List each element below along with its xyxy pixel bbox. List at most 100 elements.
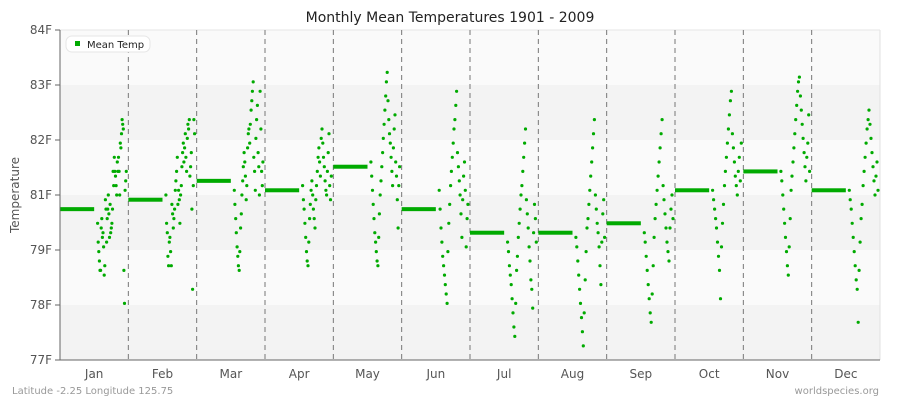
data-point <box>510 297 514 301</box>
mean-line <box>401 207 436 212</box>
x-tick-label: Jul <box>496 367 511 381</box>
data-point <box>458 193 462 197</box>
data-point <box>302 207 306 211</box>
data-point <box>667 259 671 263</box>
data-point <box>373 231 377 235</box>
x-tick-label: Nov <box>766 367 789 381</box>
data-point <box>378 193 382 197</box>
data-point <box>248 141 252 145</box>
data-point <box>848 198 852 202</box>
data-point <box>738 179 742 183</box>
data-point <box>796 89 800 93</box>
data-point <box>849 207 853 211</box>
data-point <box>328 184 332 188</box>
y-tick-label: 82F <box>30 133 52 147</box>
data-point <box>179 184 183 188</box>
data-point <box>509 283 513 287</box>
data-point <box>246 146 250 150</box>
data-point <box>100 235 104 239</box>
data-point <box>792 146 796 150</box>
data-point <box>309 188 313 192</box>
data-point <box>239 226 243 230</box>
data-point <box>391 184 395 188</box>
data-point <box>379 179 383 183</box>
data-point <box>643 240 647 244</box>
data-point <box>371 202 375 206</box>
data-point <box>642 231 646 235</box>
data-point <box>243 160 247 164</box>
mean-line <box>333 164 368 169</box>
data-point <box>723 169 728 173</box>
data-point <box>445 301 449 305</box>
data-point <box>320 127 324 131</box>
mean-line <box>538 230 573 235</box>
data-point <box>531 306 535 310</box>
data-point <box>515 254 520 258</box>
data-point <box>872 179 876 183</box>
data-point <box>306 264 310 268</box>
data-point <box>525 212 529 216</box>
data-point <box>173 207 177 211</box>
data-point <box>315 169 319 173</box>
data-point <box>236 264 240 268</box>
data-point <box>652 235 656 239</box>
data-point <box>103 198 107 202</box>
data-point <box>466 202 470 206</box>
data-point <box>105 240 109 244</box>
data-point <box>520 184 524 188</box>
data-point <box>385 70 389 74</box>
data-point <box>234 217 238 221</box>
data-point <box>321 141 325 145</box>
x-tick-label: Jun <box>425 367 445 381</box>
data-point <box>866 118 870 122</box>
data-point <box>507 264 511 268</box>
data-point <box>304 235 308 239</box>
data-point <box>182 160 186 164</box>
data-point <box>314 184 319 188</box>
data-point <box>185 136 189 140</box>
data-point <box>392 127 396 131</box>
data-point <box>115 160 119 164</box>
data-point <box>869 136 873 140</box>
data-point <box>185 169 189 173</box>
x-tick-label: Jan <box>84 367 104 381</box>
data-point <box>523 127 528 131</box>
data-point <box>654 202 658 206</box>
data-point <box>534 240 538 244</box>
mean-line <box>606 221 641 226</box>
data-point <box>390 169 394 173</box>
data-point <box>653 217 657 221</box>
data-point <box>179 193 183 197</box>
data-point <box>369 160 373 164</box>
data-point <box>791 160 795 164</box>
data-point <box>779 169 783 173</box>
mean-line <box>128 197 163 202</box>
data-point <box>851 235 855 239</box>
data-point <box>595 221 599 225</box>
data-point <box>803 165 807 169</box>
data-point <box>658 146 662 150</box>
x-tick-label: Aug <box>561 367 584 381</box>
data-point <box>165 231 169 235</box>
data-point <box>325 169 329 173</box>
data-point <box>874 174 878 178</box>
data-point <box>253 169 257 173</box>
data-point <box>669 207 673 211</box>
data-point <box>588 188 592 192</box>
data-point <box>167 264 171 268</box>
x-tick-label: May <box>355 367 380 381</box>
data-point <box>244 198 248 202</box>
data-point <box>118 141 122 145</box>
data-point <box>857 268 861 272</box>
data-point <box>645 268 649 272</box>
data-point <box>168 235 172 239</box>
data-point <box>394 174 399 178</box>
data-point <box>650 292 654 296</box>
data-point <box>387 132 392 136</box>
data-point <box>576 259 580 263</box>
data-point <box>233 202 237 206</box>
data-point <box>455 89 459 93</box>
data-point <box>389 155 393 159</box>
data-point <box>578 301 583 305</box>
data-point <box>393 113 397 117</box>
